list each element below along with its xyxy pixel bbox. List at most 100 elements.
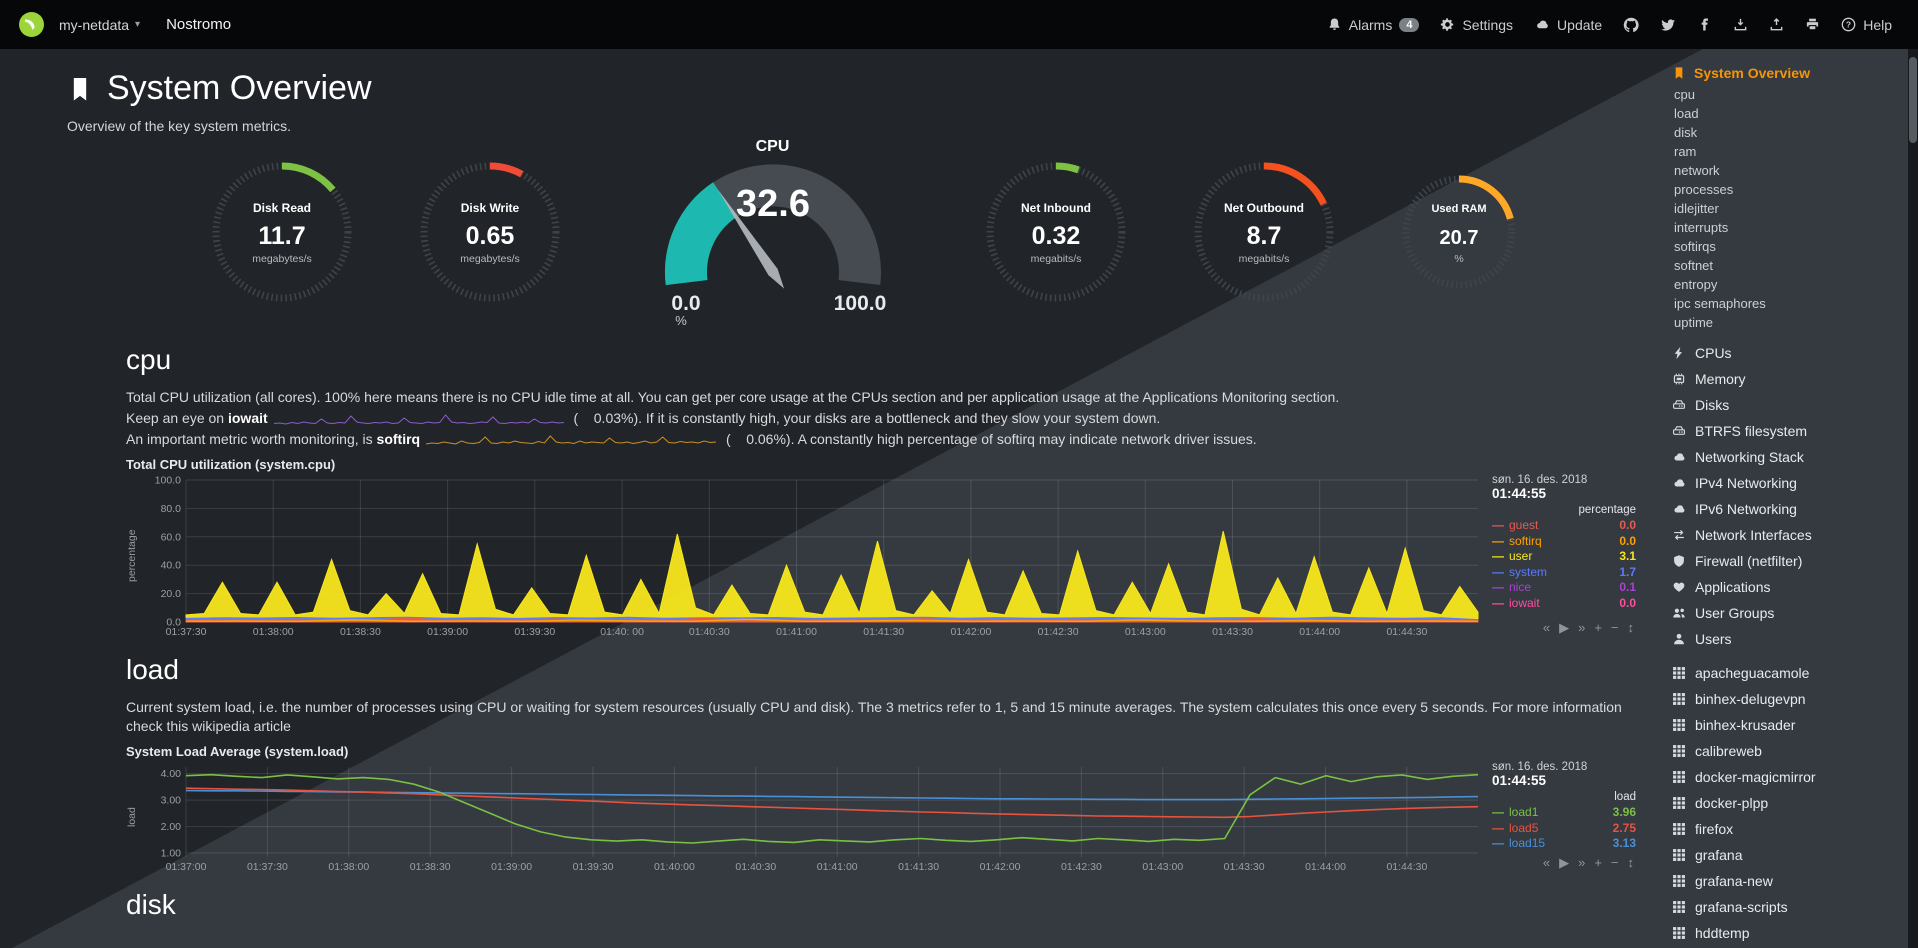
sidebar-subitem-load[interactable]: load (1674, 106, 1699, 121)
hostname-dropdown[interactable]: my-netdata ▾ (59, 17, 140, 33)
legend-item-guest[interactable]: — guest 0.0 (1492, 518, 1636, 532)
sidebar-item-system-overview[interactable]: System Overview (1672, 61, 1908, 85)
bell-icon (1329, 18, 1340, 30)
legend-item-nice[interactable]: — nice 0.1 (1492, 580, 1636, 594)
gauges-row: Disk Read 11.7 megabytes/s Disk Write 0.65 me… (67, 138, 1660, 328)
sidebar-item-grafana-scripts[interactable]: grafana-scripts (1672, 894, 1908, 920)
legend-item-load1[interactable]: — load1 3.96 (1492, 805, 1636, 819)
pan-backward-button[interactable]: « (1542, 620, 1551, 635)
svg-text:megabits/s: megabits/s (1030, 253, 1081, 265)
sidebar-item-memory[interactable]: Memory (1672, 366, 1908, 392)
sidebar-item-networking-stack[interactable]: Networking Stack (1672, 444, 1908, 470)
pan-backward-button[interactable]: « (1542, 855, 1551, 870)
sidebar-subitem-idlejitter[interactable]: idlejitter (1674, 201, 1719, 216)
zoom-in-button[interactable]: + (1594, 620, 1602, 635)
twitter-button[interactable] (1660, 17, 1676, 33)
svg-text:01:38:00: 01:38:00 (253, 626, 294, 638)
caret-down-icon: ▾ (135, 19, 141, 30)
download-icon (1734, 18, 1747, 31)
grid-icon (1673, 849, 1685, 861)
sidebar-item-firewall-netfilter[interactable]: Firewall (netfilter) (1672, 548, 1908, 574)
sidebar-item-docker-magicmirror[interactable]: docker-magicmirror (1672, 764, 1908, 790)
svg-text:01:40:30: 01:40:30 (735, 861, 776, 873)
users-icon (1673, 608, 1685, 618)
page-scrollbar[interactable] (1908, 49, 1918, 948)
legend-item-iowait[interactable]: — iowait 0.0 (1492, 595, 1636, 610)
play-button[interactable]: ▶ (1559, 855, 1570, 870)
resize-button[interactable]: ↕ (1627, 855, 1635, 870)
pan-forward-button[interactable]: » (1578, 620, 1586, 635)
alarms-button[interactable]: Alarms 4 (1327, 17, 1420, 33)
upload-snapshot-button[interactable] (1769, 17, 1784, 32)
zoom-out-button[interactable]: − (1610, 620, 1619, 635)
grid-icon (1673, 797, 1685, 809)
svg-text:01:41:30: 01:41:30 (898, 861, 939, 873)
netdata-logo[interactable] (18, 11, 45, 38)
svg-text:01:44:30: 01:44:30 (1386, 626, 1427, 638)
sidebar-item-firefox[interactable]: firefox (1672, 816, 1908, 842)
play-button[interactable]: ▶ (1559, 620, 1570, 635)
sidebar-subitem-entropy[interactable]: entropy (1674, 277, 1718, 292)
sidebar-subitem-processes[interactable]: processes (1674, 182, 1734, 197)
legend-item-user[interactable]: — user 3.1 (1492, 549, 1636, 563)
sidebar-subitem-disk[interactable]: disk (1674, 125, 1698, 140)
facebook-button[interactable] (1697, 17, 1712, 32)
sidebar-item-disks[interactable]: Disks (1672, 392, 1908, 418)
resize-button[interactable]: ↕ (1627, 620, 1635, 635)
brand-title: Nostromo (166, 16, 232, 33)
sidebar-item-grafana[interactable]: grafana (1672, 842, 1908, 868)
load-chart-title: System Load Average (system.load) (126, 744, 349, 759)
gauge-net-inbound[interactable]: Net Inbound 0.32 megabits/s (981, 157, 1131, 307)
zoom-out-button[interactable]: − (1610, 855, 1619, 870)
sidebar-subitem-cpu[interactable]: cpu (1674, 87, 1695, 102)
pan-forward-button[interactable]: » (1578, 855, 1586, 870)
sidebar-item-docker-plpp[interactable]: docker-plpp (1672, 790, 1908, 816)
gauge-disk-read[interactable]: Disk Read 11.7 megabytes/s (207, 157, 357, 307)
sidebar-item-network-interfaces[interactable]: Network Interfaces (1672, 522, 1908, 548)
github-button[interactable] (1623, 17, 1639, 33)
scrollbar-thumb[interactable] (1909, 57, 1917, 143)
svg-text:2.00: 2.00 (161, 821, 182, 833)
sidebar-subitem-interrupts[interactable]: interrupts (1674, 220, 1729, 235)
gauge-net-outbound[interactable]: Net Outbound 8.7 megabits/s (1189, 157, 1339, 307)
legend-item-softirq[interactable]: — softirq 0.0 (1492, 533, 1636, 548)
sidebar-item-apacheguacamole[interactable]: apacheguacamole (1672, 660, 1908, 686)
update-button[interactable]: Update (1534, 17, 1602, 33)
sidebar-subitem-uptime[interactable]: uptime (1674, 315, 1714, 330)
zoom-in-button[interactable]: + (1594, 855, 1602, 870)
legend-item-system[interactable]: — system 1.7 (1492, 564, 1636, 579)
bookmark-icon (1675, 67, 1683, 79)
sidebar-item-btrfs-filesystem[interactable]: BTRFS filesystem (1672, 418, 1908, 444)
sidebar-item-ipv4-networking[interactable]: IPv4 Networking (1672, 470, 1908, 496)
gauge-cpu[interactable]: CPU 32.6 0.0 100.0% (664, 138, 886, 328)
sidebar-item-cpus[interactable]: CPUs (1672, 340, 1908, 366)
legend-item-load5[interactable]: — load5 2.75 (1492, 820, 1636, 835)
print-button[interactable] (1805, 17, 1820, 32)
cloud-icon (1674, 453, 1685, 461)
help-button[interactable]: ? Help (1841, 17, 1892, 33)
sidebar-subitem-softnet[interactable]: softnet (1674, 258, 1714, 273)
sidebar-item-binhex-delugevpn[interactable]: binhex-delugevpn (1672, 686, 1908, 712)
sidebar-subitem-ipc-semaphores[interactable]: ipc semaphores (1674, 296, 1766, 311)
sidebar-item-binhex-krusader[interactable]: binhex-krusader (1672, 712, 1908, 738)
gauge-used-ram[interactable]: Used RAM 20.7% (1397, 170, 1521, 294)
settings-button[interactable]: Settings (1440, 17, 1513, 33)
sidebar-item-user-groups[interactable]: User Groups (1672, 600, 1908, 626)
cpu-chart-plot[interactable]: 100.0 80.0 60.0 40.0 20.0 0.0 01:37:30 01:38:00… (142, 474, 1482, 638)
sidebar-subitem-softirqs[interactable]: softirqs (1674, 239, 1716, 254)
gauge-disk-write[interactable]: Disk Write 0.65 megabytes/s (415, 157, 565, 307)
svg-text:Disk Read: Disk Read (252, 201, 310, 215)
sidebar-subitem-network[interactable]: network (1674, 163, 1720, 178)
sidebar-subitem-ram[interactable]: ram (1674, 144, 1697, 159)
legend-item-load15[interactable]: — load15 3.13 (1492, 836, 1636, 850)
sidebar-item-hddtemp[interactable]: hddtemp (1672, 920, 1908, 946)
download-snapshot-button[interactable] (1733, 17, 1748, 32)
sidebar-item-calibreweb[interactable]: calibreweb (1672, 738, 1908, 764)
memory-icon (1673, 373, 1685, 385)
cpu-chart-title: Total CPU utilization (system.cpu) (126, 457, 336, 472)
sidebar-item-users[interactable]: Users (1672, 626, 1908, 652)
sidebar-item-ipv6-networking[interactable]: IPv6 Networking (1672, 496, 1908, 522)
sidebar-item-grafana-new[interactable]: grafana-new (1672, 868, 1908, 894)
sidebar-item-applications[interactable]: Applications (1672, 574, 1908, 600)
load-chart-plot[interactable]: 4.00 3.00 2.00 1.00 01:37:00 01:37:30 01:38:00… (142, 761, 1482, 873)
